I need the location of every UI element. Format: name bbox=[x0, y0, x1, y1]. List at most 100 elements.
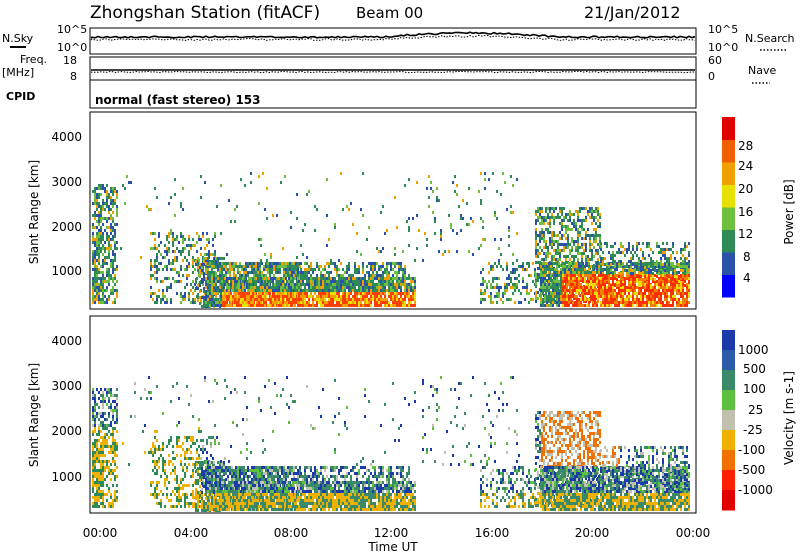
power-cell bbox=[234, 220, 236, 223]
power-cell bbox=[666, 286, 668, 289]
power-cell bbox=[636, 248, 638, 251]
power-cell bbox=[622, 274, 624, 277]
power-cell bbox=[434, 220, 436, 223]
power-cell bbox=[632, 283, 634, 286]
power-cell bbox=[488, 295, 490, 298]
power-cell bbox=[348, 268, 350, 271]
power-cell bbox=[288, 292, 290, 295]
power-cell bbox=[360, 208, 362, 211]
power-cell bbox=[506, 286, 508, 289]
power-cell bbox=[215, 292, 217, 295]
power-cell bbox=[662, 251, 664, 254]
power-cell bbox=[632, 292, 634, 295]
power-cell bbox=[537, 279, 539, 282]
power-cell bbox=[244, 295, 246, 298]
power-cell bbox=[205, 260, 207, 263]
power-cell bbox=[228, 277, 230, 280]
power-cell bbox=[522, 286, 524, 289]
power-cell bbox=[106, 220, 108, 223]
power-cell bbox=[220, 232, 222, 235]
power-cell bbox=[602, 251, 604, 254]
power-cell bbox=[264, 286, 266, 289]
power-cell bbox=[98, 241, 100, 244]
power-cell bbox=[542, 271, 544, 274]
power-cell bbox=[168, 241, 170, 244]
power-cell bbox=[211, 271, 213, 274]
power-cell bbox=[556, 283, 558, 286]
power-cell bbox=[104, 301, 106, 304]
power-cell bbox=[550, 265, 552, 268]
power-cell bbox=[512, 211, 514, 214]
power-cell bbox=[242, 292, 244, 295]
power-cell bbox=[268, 292, 270, 295]
power-cell bbox=[376, 277, 378, 280]
power-cell bbox=[296, 256, 298, 259]
power-cell bbox=[215, 260, 217, 263]
power-cell bbox=[554, 286, 556, 289]
power-cell bbox=[374, 283, 376, 286]
power-cell bbox=[372, 295, 374, 298]
power-cell bbox=[255, 271, 257, 274]
power-cell bbox=[606, 242, 608, 245]
power-cell bbox=[154, 271, 156, 274]
power-cell bbox=[680, 262, 682, 265]
power-cell bbox=[568, 268, 570, 271]
power-cell bbox=[410, 301, 412, 304]
power-cbar-tick: 12 bbox=[738, 227, 753, 241]
power-cell bbox=[356, 295, 358, 298]
power-cell bbox=[358, 289, 360, 292]
power-cell bbox=[304, 292, 306, 295]
power-cell bbox=[94, 211, 96, 214]
power-cell bbox=[394, 271, 396, 274]
power-cell bbox=[273, 274, 275, 277]
power-cell bbox=[290, 289, 292, 292]
power-cell bbox=[644, 304, 646, 307]
power-cell bbox=[116, 280, 118, 283]
power-cell bbox=[668, 286, 670, 289]
power-cell bbox=[203, 272, 205, 275]
power-cell bbox=[668, 266, 670, 269]
power-cell bbox=[562, 280, 564, 283]
power-cell bbox=[549, 210, 551, 213]
power-cell bbox=[686, 277, 688, 280]
power-cell bbox=[666, 257, 668, 260]
power-cell bbox=[486, 286, 488, 289]
power-cell bbox=[176, 235, 178, 238]
power-cell bbox=[332, 304, 334, 307]
power-cell bbox=[282, 280, 284, 283]
power-cell bbox=[522, 262, 524, 265]
power-cell bbox=[482, 280, 484, 283]
power-cell bbox=[182, 208, 184, 211]
power-cell bbox=[217, 275, 219, 278]
power-cell bbox=[556, 292, 558, 295]
power-cell bbox=[660, 268, 662, 271]
power-cell bbox=[174, 214, 176, 217]
power-cell bbox=[211, 265, 213, 268]
power-cell bbox=[370, 295, 372, 298]
power-cell bbox=[370, 265, 372, 268]
power-cell bbox=[158, 289, 160, 292]
power-cell bbox=[330, 271, 332, 274]
power-cell bbox=[224, 304, 226, 307]
power-cell bbox=[258, 175, 260, 178]
power-cell bbox=[233, 274, 235, 277]
power-cell bbox=[261, 271, 263, 274]
power-cell bbox=[400, 268, 402, 271]
power-cell bbox=[600, 281, 602, 284]
power-cell bbox=[92, 283, 94, 286]
power-cell bbox=[230, 220, 232, 223]
power-cell bbox=[228, 286, 230, 289]
power-cell bbox=[674, 275, 676, 278]
power-cell bbox=[194, 289, 196, 292]
power-cell bbox=[380, 304, 382, 307]
power-cell bbox=[274, 301, 276, 304]
power-cell bbox=[376, 301, 378, 304]
power-cell bbox=[352, 274, 354, 277]
power-cell bbox=[586, 280, 588, 283]
power-cell bbox=[482, 220, 484, 223]
power-cell bbox=[606, 304, 608, 307]
power-cell bbox=[214, 250, 216, 253]
power-cell bbox=[287, 262, 289, 265]
power-cell bbox=[664, 275, 666, 278]
power-cell bbox=[582, 277, 584, 280]
